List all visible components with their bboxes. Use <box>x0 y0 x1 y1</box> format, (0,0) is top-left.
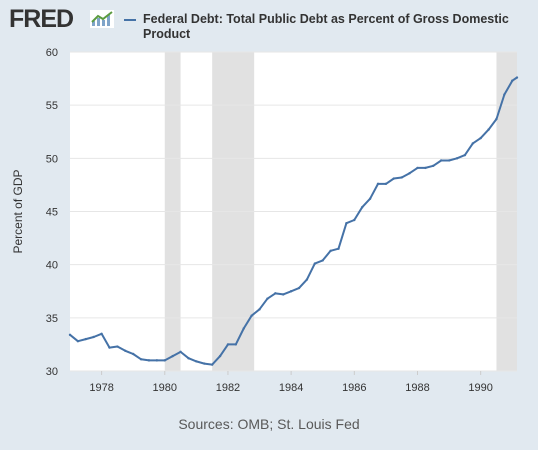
y-axis-label: Percent of GDP <box>11 169 25 253</box>
data-point <box>289 290 293 293</box>
data-point <box>84 337 87 341</box>
data-point <box>321 259 324 262</box>
data-point <box>250 314 253 317</box>
data-point <box>187 357 190 360</box>
data-point <box>439 159 443 162</box>
data-point <box>282 293 285 296</box>
data-point <box>424 166 427 170</box>
data-point <box>139 358 143 361</box>
legend-line-swatch <box>124 19 136 21</box>
data-point <box>353 218 356 222</box>
y-tick-label: 30 <box>46 366 58 378</box>
legend-series-label: Federal Debt: Total Public Debt as Perce… <box>143 12 509 41</box>
data-point <box>76 340 80 343</box>
y-tick-label: 60 <box>46 47 58 59</box>
data-point <box>432 164 435 167</box>
data-point <box>218 354 222 358</box>
data-point <box>210 363 214 366</box>
data-point <box>416 166 419 170</box>
data-point <box>487 128 490 131</box>
data-point <box>234 343 238 346</box>
data-point <box>147 359 151 362</box>
data-point <box>515 76 519 79</box>
x-tick-label: 1986 <box>342 382 366 394</box>
x-tick-label: 1990 <box>468 382 492 394</box>
data-point <box>68 333 72 337</box>
data-point <box>131 352 135 356</box>
data-point <box>242 327 245 330</box>
data-point <box>368 197 372 200</box>
x-tick-label: 1988 <box>405 382 429 394</box>
data-point <box>226 343 230 346</box>
fred-trend-icon <box>90 10 114 28</box>
data-point <box>345 221 348 225</box>
data-point <box>329 249 332 253</box>
data-point <box>361 206 364 209</box>
y-tick-label: 35 <box>46 313 58 325</box>
data-point <box>100 332 103 335</box>
data-point <box>171 354 174 358</box>
source-note: Sources: OMB; St. Louis Fed <box>178 416 360 432</box>
data-point <box>124 349 127 352</box>
data-point <box>116 345 119 348</box>
data-point <box>258 308 261 311</box>
data-point <box>463 153 467 157</box>
data-point <box>455 157 459 160</box>
data-point <box>384 182 388 186</box>
y-tick-label: 55 <box>46 100 58 112</box>
data-point <box>305 278 309 281</box>
x-tick-label: 1978 <box>89 382 113 394</box>
data-point <box>179 350 182 354</box>
data-point <box>266 297 269 300</box>
data-point <box>392 177 395 180</box>
y-tick-label: 40 <box>46 260 58 272</box>
fred-logo[interactable]: FRED <box>9 5 74 33</box>
x-tick-label: 1982 <box>216 382 240 394</box>
data-point <box>108 346 111 349</box>
series-line <box>69 76 518 366</box>
series-points <box>68 76 519 366</box>
x-tick-label: 1984 <box>279 382 303 394</box>
data-point <box>92 335 95 339</box>
chart-header: FRED Federal Debt: Total Public Debt as … <box>0 0 538 50</box>
data-point <box>511 79 514 82</box>
data-point <box>313 262 317 265</box>
gridlines <box>70 51 517 372</box>
data-point <box>155 359 159 362</box>
x-tick-label: 1980 <box>153 382 177 394</box>
data-point <box>447 159 451 162</box>
data-point <box>337 247 340 250</box>
data-point <box>203 362 206 365</box>
data-point <box>471 142 474 145</box>
y-tick-label: 45 <box>46 207 58 219</box>
y-tick-label: 50 <box>46 153 58 165</box>
data-point <box>495 117 498 121</box>
data-point <box>400 176 403 179</box>
data-point <box>274 292 277 295</box>
data-point <box>297 286 301 290</box>
data-point <box>503 93 506 96</box>
data-point <box>408 172 411 175</box>
data-point <box>163 359 166 362</box>
data-point <box>376 182 380 186</box>
data-point <box>195 360 198 363</box>
data-point <box>479 136 482 140</box>
y-axis-ticks: 30 35 40 45 50 55 60 <box>46 47 58 378</box>
x-axis-ticks: 1978 1980 1982 1984 1986 1988 1990 <box>89 371 493 394</box>
